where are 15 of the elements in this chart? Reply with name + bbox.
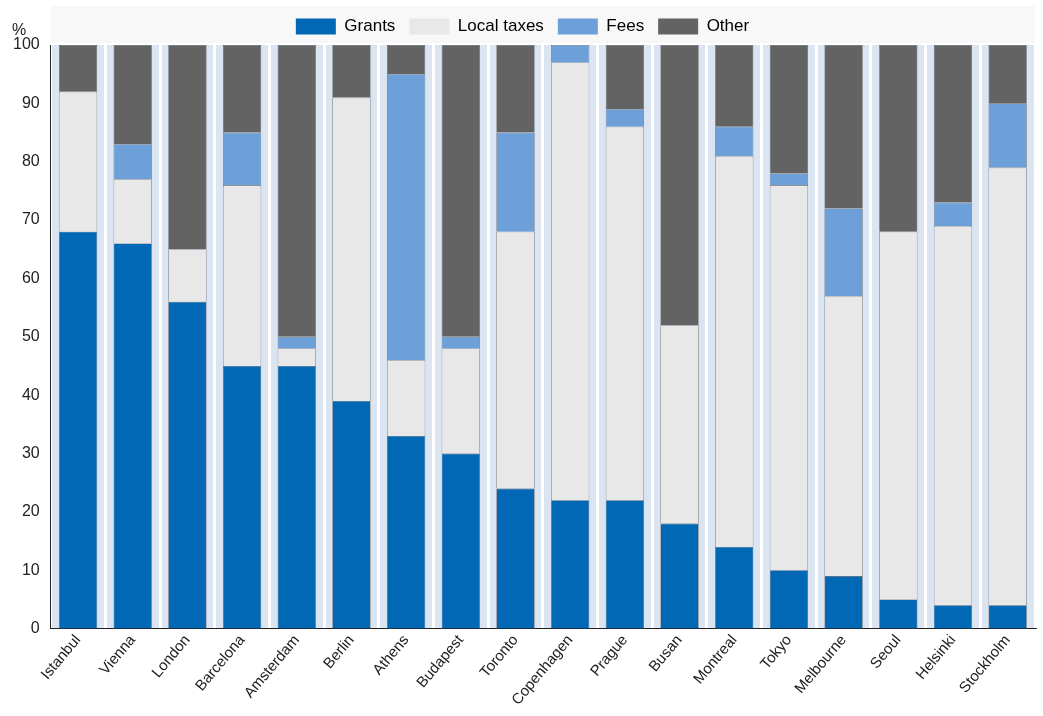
y-tick-label: 90: [21, 93, 40, 111]
legend-label: Fees: [606, 16, 645, 36]
legend-label: Grants: [344, 16, 396, 36]
y-tick-label: 30: [21, 443, 40, 461]
y-tick-label: 20: [21, 502, 40, 520]
y-tick-label: 70: [21, 210, 40, 228]
y-tick-label: 10: [21, 560, 40, 578]
legend-label: Local taxes: [457, 16, 544, 36]
y-tick-label: 0: [30, 619, 40, 637]
legend-label: Other: [706, 16, 750, 36]
y-tick-label: 100: [12, 35, 40, 53]
y-tick-label: 50: [21, 327, 40, 345]
y-tick-label: 40: [21, 385, 40, 403]
y-tick-label: 80: [21, 152, 40, 170]
y-tick-label: 60: [21, 268, 40, 286]
